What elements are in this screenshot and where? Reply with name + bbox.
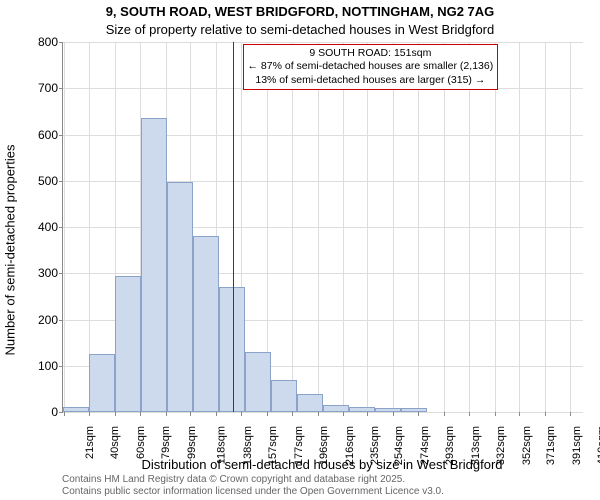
xtick-mark xyxy=(393,412,394,416)
xtick-mark xyxy=(570,412,571,416)
histogram-bar xyxy=(245,352,271,412)
chart-container: 9, SOUTH ROAD, WEST BRIDGFORD, NOTTINGHA… xyxy=(0,0,600,500)
histogram-bar xyxy=(219,287,245,412)
plot-area: 9 SOUTH ROAD: 151sqm← 87% of semi-detach… xyxy=(62,42,583,413)
y-axis-title: Number of semi-detached properties xyxy=(3,39,18,250)
xtick-mark xyxy=(140,412,141,416)
ytick-mark xyxy=(59,181,63,182)
ytick-mark xyxy=(59,366,63,367)
xtick-mark xyxy=(190,412,191,416)
histogram-bar xyxy=(115,276,141,412)
xtick-mark xyxy=(444,412,445,416)
ytick-mark xyxy=(59,88,63,89)
histogram-bar xyxy=(375,408,401,412)
gridline-v xyxy=(519,42,520,412)
ytick-label: 500 xyxy=(38,174,58,188)
histogram-bar xyxy=(63,407,89,412)
xtick-mark xyxy=(367,412,368,416)
xtick-mark xyxy=(115,412,116,416)
xtick-label: 60sqm xyxy=(135,426,147,459)
gridline-v xyxy=(292,42,293,412)
ytick-label: 800 xyxy=(38,35,58,49)
histogram-bar xyxy=(349,407,375,412)
xtick-label: 40sqm xyxy=(109,426,121,459)
footer-line: Contains public sector information licen… xyxy=(62,486,444,498)
histogram-bar xyxy=(193,236,219,412)
ytick-mark xyxy=(59,227,63,228)
xtick-mark xyxy=(216,412,217,416)
annotation-line: 9 SOUTH ROAD: 151sqm xyxy=(248,47,494,60)
xtick-mark xyxy=(166,412,167,416)
gridline-v xyxy=(367,42,368,412)
annotation-box: 9 SOUTH ROAD: 151sqm← 87% of semi-detach… xyxy=(243,44,499,89)
xtick-mark xyxy=(318,412,319,416)
ytick-mark xyxy=(59,320,63,321)
gridline-v xyxy=(545,42,546,412)
histogram-bar xyxy=(271,380,297,412)
histogram-bar xyxy=(401,408,427,412)
xtick-label: 21sqm xyxy=(84,426,96,459)
xtick-mark xyxy=(241,412,242,416)
histogram-bar xyxy=(141,118,167,412)
gridline-v xyxy=(393,42,394,412)
histogram-bar xyxy=(89,354,115,412)
x-axis-title: Distribution of semi-detached houses by … xyxy=(62,457,582,472)
chart-title-sub: Size of property relative to semi-detach… xyxy=(0,22,600,37)
gridline-h xyxy=(63,412,583,413)
histogram-bar xyxy=(297,394,323,413)
ytick-mark xyxy=(59,135,63,136)
ytick-mark xyxy=(59,42,63,43)
ytick-label: 400 xyxy=(38,220,58,234)
gridline-v xyxy=(469,42,470,412)
ytick-mark xyxy=(59,412,63,413)
xtick-label: 79sqm xyxy=(160,426,172,459)
footer-line: Contains HM Land Registry data © Crown c… xyxy=(62,474,444,486)
footer-attribution: Contains HM Land Registry data © Crown c… xyxy=(62,474,444,498)
xtick-mark xyxy=(343,412,344,416)
gridline-v xyxy=(318,42,319,412)
reference-line xyxy=(233,42,234,412)
ytick-label: 300 xyxy=(38,266,58,280)
ytick-label: 200 xyxy=(38,313,58,327)
xtick-mark xyxy=(418,412,419,416)
ytick-mark xyxy=(59,273,63,274)
annotation-line: 13% of semi-detached houses are larger (… xyxy=(248,74,494,87)
chart-title-main: 9, SOUTH ROAD, WEST BRIDGFORD, NOTTINGHA… xyxy=(0,4,600,19)
gridline-v xyxy=(444,42,445,412)
xtick-label: 99sqm xyxy=(186,426,198,459)
xtick-mark xyxy=(267,412,268,416)
gridline-v xyxy=(570,42,571,412)
histogram-bar xyxy=(167,182,193,412)
annotation-line: ← 87% of semi-detached houses are smalle… xyxy=(248,60,494,73)
gridline-h xyxy=(63,42,583,43)
ytick-label: 600 xyxy=(38,128,58,142)
gridline-v xyxy=(343,42,344,412)
xtick-mark xyxy=(89,412,90,416)
xtick-label: 410sqm xyxy=(596,426,600,465)
ytick-label: 700 xyxy=(38,81,58,95)
xtick-mark xyxy=(545,412,546,416)
gridline-v xyxy=(64,42,65,412)
histogram-bar xyxy=(323,405,349,412)
xtick-mark xyxy=(469,412,470,416)
xtick-mark xyxy=(64,412,65,416)
gridline-v xyxy=(418,42,419,412)
gridline-v xyxy=(495,42,496,412)
ytick-label: 0 xyxy=(51,405,58,419)
xtick-mark xyxy=(292,412,293,416)
xtick-mark xyxy=(495,412,496,416)
ytick-label: 100 xyxy=(38,359,58,373)
xtick-mark xyxy=(519,412,520,416)
